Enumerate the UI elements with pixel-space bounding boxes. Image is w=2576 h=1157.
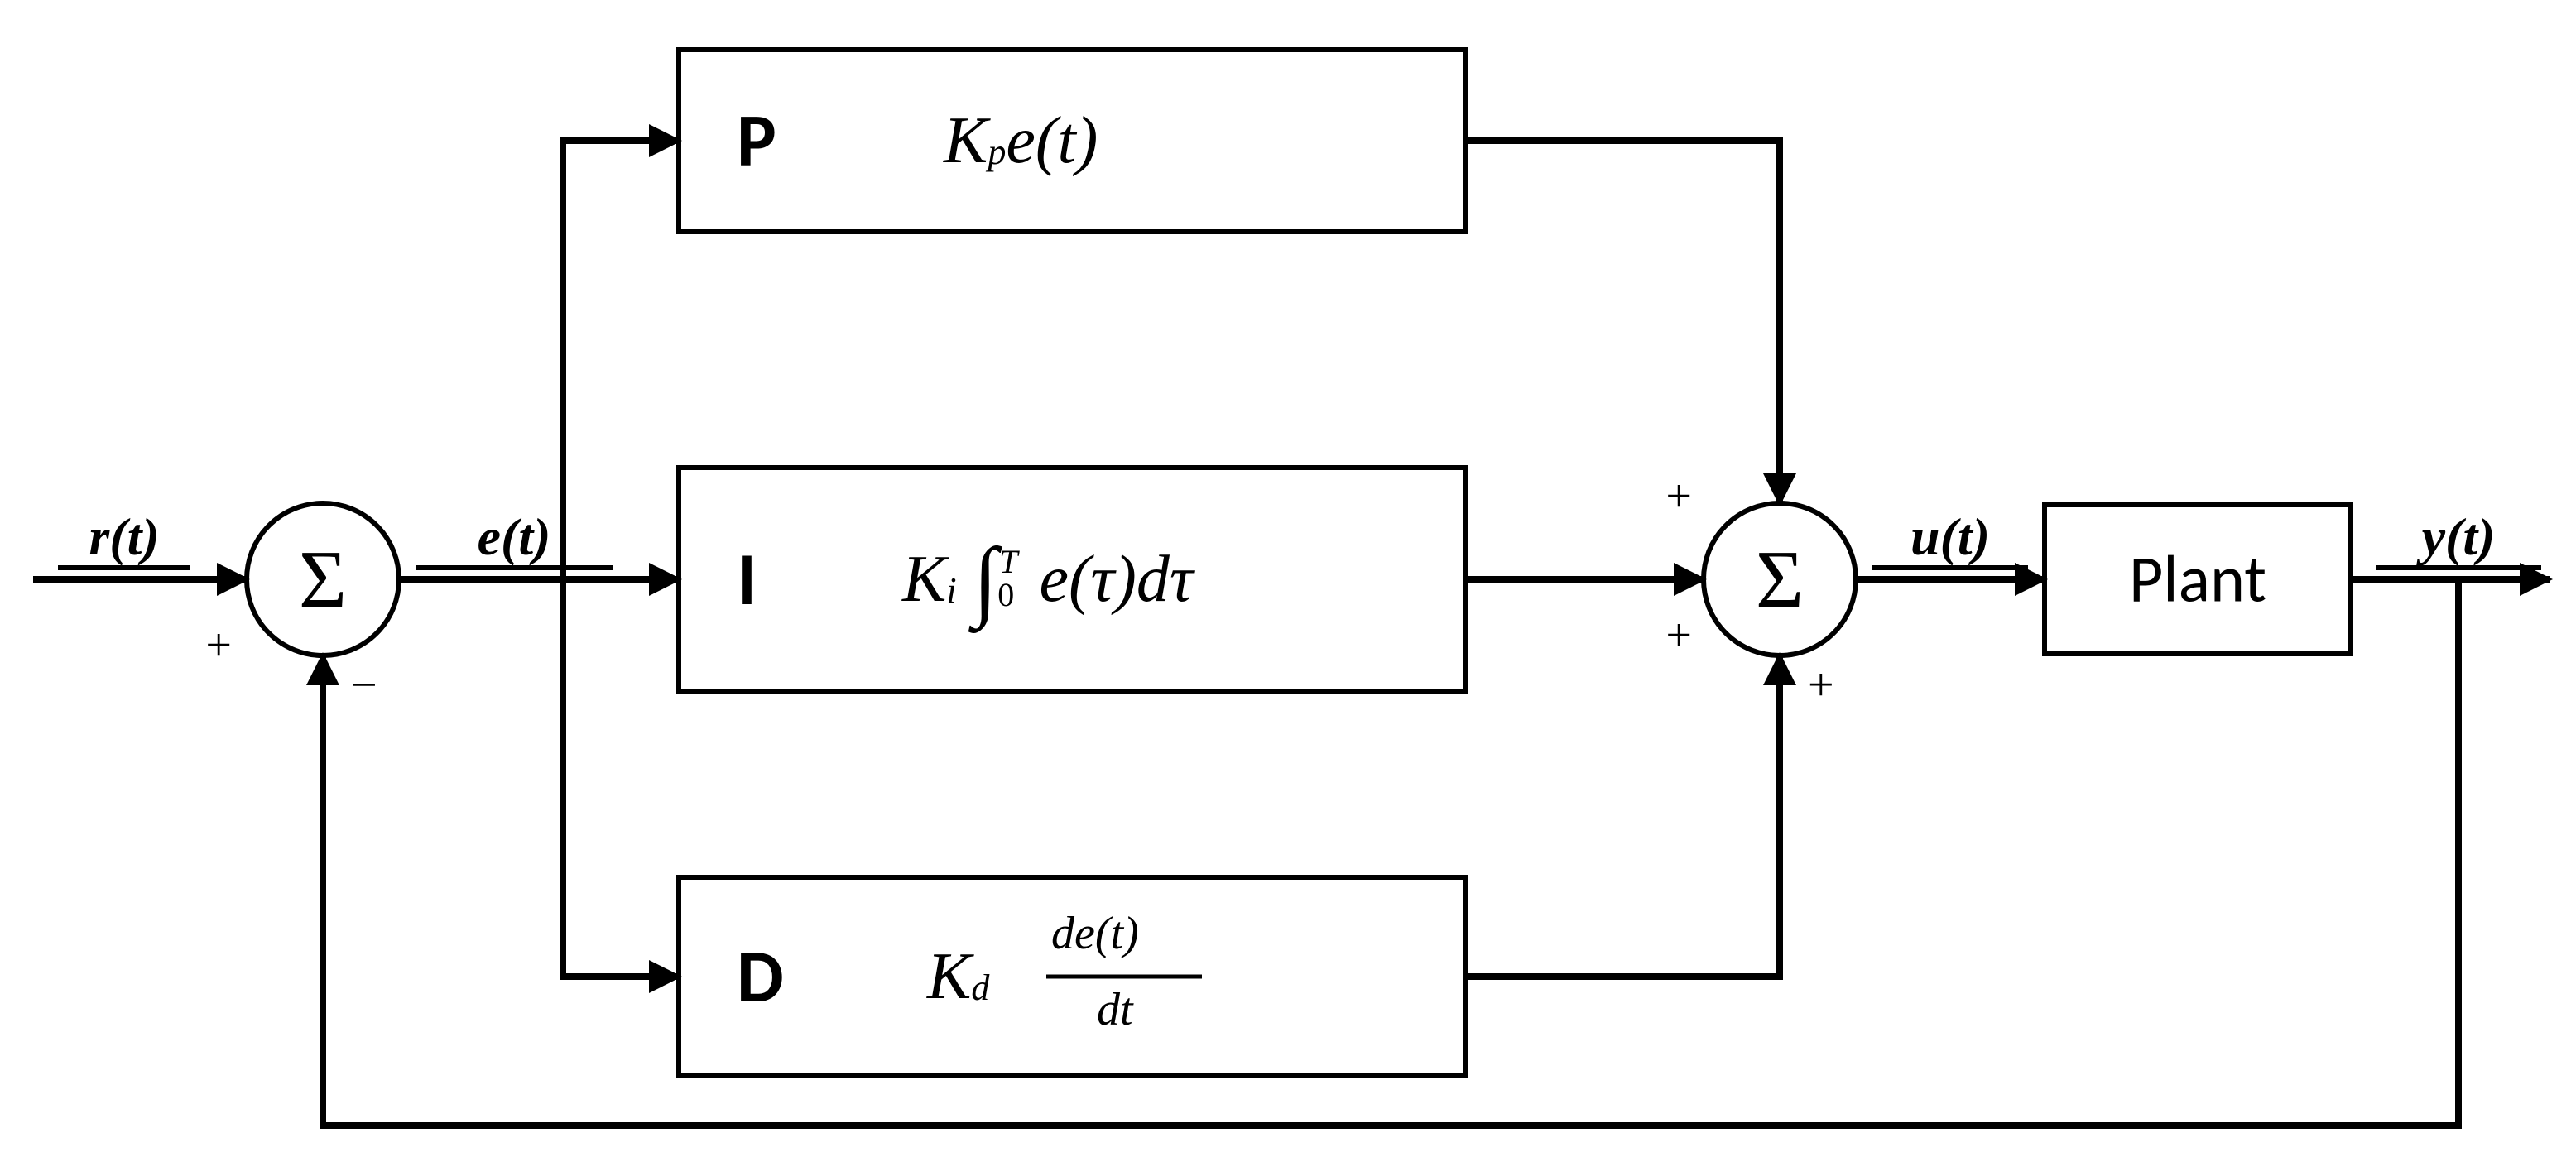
- sum1-sign-minus: −: [351, 660, 377, 711]
- sum2-sign-top: +: [1665, 471, 1692, 522]
- signal-e-label: e(t): [478, 507, 551, 566]
- sum2-sign-left: +: [1665, 610, 1692, 661]
- wire-e-to-P: [563, 141, 679, 579]
- pid-p-letter: P: [737, 95, 776, 186]
- pid-i-letter: I: [737, 534, 757, 625]
- pid-p-formula: Kpe(t): [943, 104, 1098, 177]
- plant-label: Plant: [2129, 540, 2266, 620]
- wire-P-to-sum2: [1465, 141, 1780, 503]
- sum2-sigma: Σ: [1756, 534, 1804, 626]
- pid-d-letter: D: [737, 931, 784, 1022]
- pid-d-frac-den: dt: [1097, 984, 1134, 1035]
- pid-d-frac-num: de(t): [1051, 908, 1139, 959]
- signal-r-label: r(t): [89, 507, 159, 566]
- signal-y-label: y(t): [2416, 507, 2496, 566]
- wire-D-to-sum2: [1465, 655, 1780, 977]
- sum1-sign-plus: +: [205, 620, 232, 671]
- wire-e-to-D: [563, 579, 679, 977]
- sum2-sign-bottom: +: [1808, 660, 1834, 711]
- signal-u-label: u(t): [1910, 507, 1990, 566]
- sum1-sigma: Σ: [299, 534, 347, 626]
